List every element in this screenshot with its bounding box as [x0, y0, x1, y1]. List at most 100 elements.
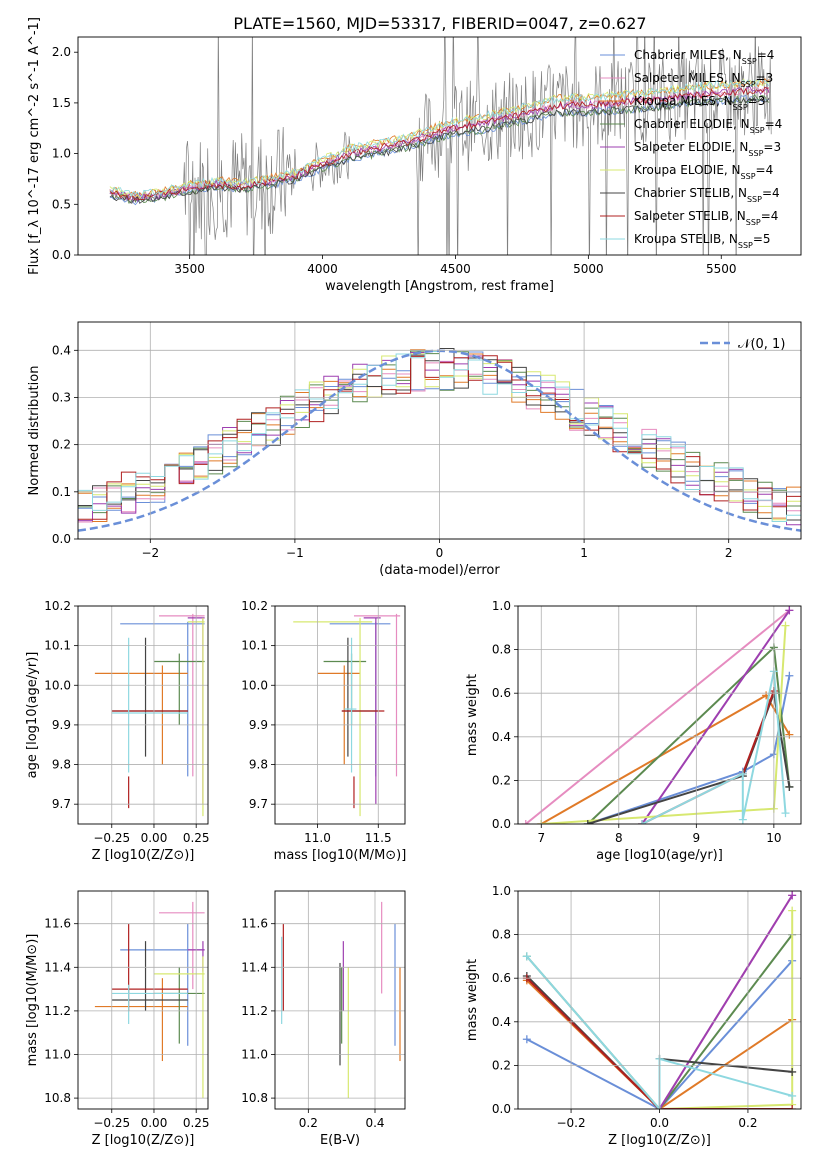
- x-axis-label: E(B-V): [320, 1133, 360, 1148]
- x-tick-label: 0.0: [650, 1116, 669, 1130]
- y-tick-label: 10.1: [44, 639, 71, 653]
- x-tick-label: −0.25: [93, 831, 130, 845]
- mass-weight-line: [540, 694, 791, 824]
- y-tick-label: 9.7: [52, 797, 71, 811]
- mass-weight-line: [658, 894, 794, 1109]
- y-tick-label: 0.0: [492, 817, 511, 831]
- legend-suffix: =3: [756, 71, 774, 85]
- chart-panels: 3500 4000 4500 5000 5500 0.0 0.5 1.0 1.5 2.0 wavel…: [25, 17, 802, 1148]
- y-axis-label: mass weight: [465, 674, 480, 756]
- point-marker: [738, 769, 747, 778]
- axes-frame: [274, 605, 406, 825]
- y-tick-label: 10.8: [241, 1091, 268, 1105]
- x-tick-label: 0.00: [141, 1116, 168, 1130]
- y-tick-label: 0.4: [492, 730, 511, 744]
- point-marker: [788, 906, 797, 915]
- legend-label: Salpeter ELODIE, NSSP=3: [634, 140, 781, 158]
- point-marker: [781, 809, 790, 818]
- legend-sub: SSP: [748, 149, 763, 158]
- point-marker: [738, 815, 747, 824]
- x-axis-label: Z [log10(Z/Z⊙)]: [92, 848, 195, 863]
- x-axis-label: age [log10(age/yr)]: [596, 848, 723, 863]
- panel-mass-vs-EBV: 0.2 0.4 10.8 11.0 11.2 11.4 11.6 E(B-V): [241, 890, 406, 1148]
- y-tick-label: 0.3: [52, 390, 71, 404]
- x-tick-label: 10: [766, 831, 781, 845]
- y-tick-label: 0.2: [492, 1058, 511, 1072]
- model-spectrum-line: [109, 94, 770, 204]
- legend-sub: SSP: [747, 195, 762, 204]
- y-tick-label: 1.0: [492, 599, 511, 613]
- figure-title: PLATE=1560, MJD=53317, FIBERID=0047, z=0…: [233, 14, 646, 33]
- legend-suffix: =4: [762, 186, 780, 200]
- y-tick-label: 0.5: [52, 197, 71, 211]
- x-tick-label: 11.0: [304, 831, 331, 845]
- y-tick-label: 11.4: [241, 960, 268, 974]
- legend-label: Kroupa ELODIE, NSSP=4: [634, 163, 773, 181]
- legend-sub: SSP: [750, 126, 765, 135]
- x-tick-label: −1: [286, 546, 304, 560]
- legend-suffix: =3: [763, 140, 781, 154]
- y-tick-label: 0.6: [492, 686, 511, 700]
- y-tick-label: 10.2: [44, 599, 71, 613]
- y-tick-label: 0.8: [492, 643, 511, 657]
- axes-frame: [77, 605, 209, 825]
- y-tick-label: 0.0: [52, 248, 71, 262]
- point-marker: [788, 1091, 797, 1100]
- panel-mass-vs-Z: −0.25 0.00 0.25 10.8 11.0 11.2 11.4 11.6 Z [log1…: [25, 890, 210, 1148]
- point-marker: [788, 891, 797, 900]
- x-tick-label: 8: [615, 831, 623, 845]
- axes-frame: [77, 36, 802, 256]
- legend-suffix: =4: [757, 48, 775, 62]
- x-axis-label: (data-model)/error: [379, 563, 500, 578]
- y-tick-label: 1.0: [492, 884, 511, 898]
- y-tick-label: 10.0: [44, 678, 71, 692]
- model-spectrum-line: [109, 86, 770, 201]
- x-tick-label: 4000: [307, 262, 338, 276]
- axes-frame: [77, 890, 209, 1110]
- y-tick-label: 0.4: [492, 1015, 511, 1029]
- y-axis-label: age [log10(age/yr)]: [25, 652, 40, 779]
- mass-weight-line: [641, 609, 791, 824]
- point-marker: [583, 820, 592, 824]
- point-marker: [788, 1105, 797, 1109]
- panel-age-vs-Z: −0.25 0.00 0.25 9.7 9.8 9.9 10.0 10.1 10.2 Z [log…: [25, 599, 210, 863]
- plot-area: [94, 901, 205, 1099]
- plot-area: [293, 613, 401, 817]
- point-marker: [521, 820, 530, 824]
- y-tick-label: 9.8: [52, 758, 71, 772]
- x-axis-label: Z [log10(Z/Z⊙)]: [608, 1133, 711, 1148]
- mass-weight-line: [587, 645, 791, 824]
- plot-area: [281, 901, 401, 1099]
- mass-weight-line: [525, 609, 791, 824]
- legend-label: Kroupa MILES, NSSP=3: [634, 94, 765, 112]
- x-tick-label: 0.00: [141, 831, 168, 845]
- axes-frame: [274, 890, 406, 1110]
- point-marker: [522, 952, 531, 961]
- mass-weight-line: [587, 689, 791, 824]
- panel-mass-weight-vs-age: 7 8 9 10 0.0 0.2 0.4 0.6 0.8 1.0 age [log10(age/yr…: [465, 599, 802, 863]
- y-axis-label: mass [log10(M/M⊙)]: [25, 934, 40, 1067]
- legend-sub: SSP: [733, 103, 748, 112]
- legend-suffix: =4: [761, 209, 779, 223]
- x-tick-label: 7: [537, 831, 545, 845]
- axes-frame: [517, 890, 802, 1110]
- y-tick-label: 0.8: [492, 928, 511, 942]
- x-tick-label: 0.25: [183, 831, 210, 845]
- x-tick-label: 1: [580, 546, 588, 560]
- x-tick-label: 0.4: [365, 1116, 384, 1130]
- legend-suffix: =4: [765, 117, 783, 131]
- y-tick-label: 11.2: [241, 1004, 268, 1018]
- spectrum-legend: Chabrier MILES, NSSP=4 Salpeter MILES, NS…: [600, 48, 782, 250]
- legend-label: Chabrier ELODIE, NSSP=4: [634, 117, 782, 135]
- x-tick-label: 4500: [440, 262, 471, 276]
- y-tick-label: 11.6: [44, 917, 71, 931]
- y-tick-label: 1.0: [52, 147, 71, 161]
- x-tick-label: −0.2: [556, 1116, 585, 1130]
- legend-sub: SSP: [741, 172, 756, 181]
- legend-label: Chabrier MILES, NSSP=4: [634, 48, 774, 66]
- y-tick-label: 0.2: [52, 438, 71, 452]
- model-spectrum-line: [109, 86, 770, 203]
- legend-sub: SSP: [741, 80, 756, 89]
- legend-suffix: =5: [753, 232, 771, 246]
